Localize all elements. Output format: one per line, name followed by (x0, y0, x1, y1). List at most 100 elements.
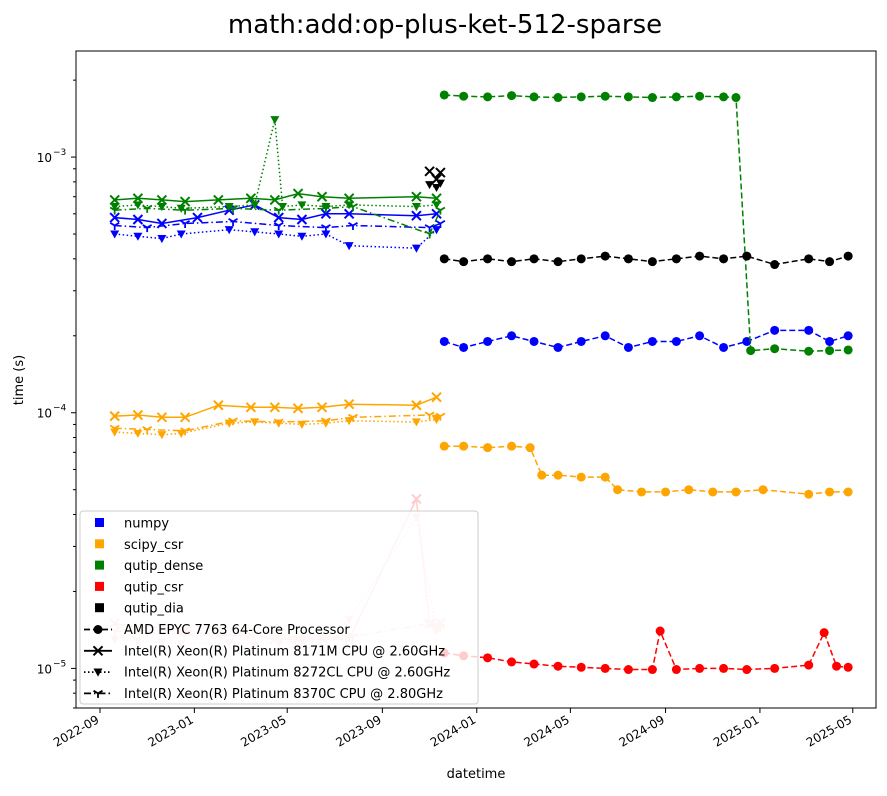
data-point (250, 201, 260, 210)
data-point (623, 342, 633, 352)
data-point (132, 409, 144, 421)
data-point (250, 418, 260, 427)
data-point (320, 224, 331, 233)
data-point (273, 206, 284, 215)
legend-label: AMD EPYC 7763 64-Core Processor (124, 623, 350, 638)
data-point (843, 251, 853, 261)
data-point (825, 336, 835, 346)
data-point (825, 257, 835, 267)
series-numpy-0 (439, 325, 853, 352)
data-point (695, 91, 705, 101)
data-point (133, 232, 143, 241)
series-qutip_dense-11 (109, 203, 446, 239)
data-point (671, 336, 681, 346)
data-point (432, 416, 442, 425)
data-point (770, 663, 780, 673)
data-point (344, 201, 354, 210)
data-point (109, 194, 120, 206)
series-line (114, 204, 437, 225)
data-point (623, 254, 633, 264)
data-point (459, 257, 469, 267)
data-point (180, 206, 191, 215)
data-point (647, 336, 657, 346)
y-axis-label: time (s) (12, 355, 27, 405)
data-point (411, 418, 421, 427)
data-point (344, 417, 354, 426)
data-point (742, 665, 752, 675)
data-point (297, 420, 307, 429)
data-point (297, 232, 307, 241)
data-point (411, 203, 421, 212)
data-point (192, 212, 203, 223)
data-point (425, 181, 435, 190)
data-point (213, 194, 224, 206)
data-point (180, 219, 191, 228)
data-point (770, 325, 780, 335)
legend-color-swatch (95, 518, 104, 527)
data-point (228, 217, 239, 226)
data-point (439, 441, 449, 451)
series-scipy_csr-5 (109, 392, 442, 423)
legend-label: Intel(R) Xeon(R) Platinum 8272CL CPU @ 2… (124, 666, 450, 681)
data-point (435, 206, 446, 215)
data-point (157, 431, 167, 440)
data-point (292, 188, 304, 199)
legend-marker (93, 625, 103, 634)
data-point (507, 441, 517, 451)
legend-label: numpy (124, 517, 169, 532)
data-point (695, 251, 705, 261)
data-point (439, 254, 449, 264)
data-point (320, 417, 331, 426)
series-numpy-2 (110, 226, 442, 253)
data-point (439, 90, 449, 100)
data-point (109, 424, 120, 433)
legend-label: Intel(R) Xeon(R) Platinum 8171M CPU @ 2.… (124, 644, 445, 659)
data-point (270, 116, 280, 125)
data-point (432, 226, 442, 235)
data-point (142, 426, 153, 434)
data-point (553, 257, 563, 267)
data-point (719, 342, 729, 352)
data-point (525, 443, 535, 453)
data-point (459, 342, 469, 352)
data-point (825, 346, 835, 356)
data-point (655, 626, 665, 636)
data-point (600, 251, 610, 261)
data-point (483, 92, 493, 102)
data-point (684, 485, 694, 495)
data-point (435, 219, 446, 228)
data-point (647, 665, 657, 675)
series-line (444, 628, 849, 671)
data-point (537, 470, 547, 480)
data-point (316, 402, 328, 413)
data-point (316, 191, 328, 202)
data-point (273, 222, 284, 231)
data-point (110, 230, 120, 239)
y-tick-exponent: −4 (53, 404, 67, 414)
legend-color-swatch (95, 603, 104, 613)
data-point (507, 91, 517, 101)
legend-label: scipy_csr (124, 538, 184, 553)
data-point (459, 441, 469, 451)
legend-label: qutip_csr (124, 580, 184, 595)
legend: numpy scipy_csr qutip_dense qutip_csr qutip_… (79, 510, 479, 705)
legend-marker (93, 689, 103, 698)
data-point (804, 346, 814, 356)
legend-color-swatch (95, 581, 104, 591)
data-point (411, 244, 421, 253)
data-point (411, 400, 422, 411)
data-point (529, 92, 539, 102)
data-point (109, 222, 120, 231)
data-point (553, 342, 563, 352)
data-point (507, 657, 517, 667)
legend-label: qutip_dia (124, 602, 184, 617)
data-point (411, 210, 422, 221)
data-point (600, 663, 610, 673)
data-point (742, 336, 752, 346)
y-tick-exponent: −3 (53, 148, 66, 158)
data-point (671, 254, 681, 264)
data-point (348, 222, 358, 231)
data-point (142, 224, 153, 233)
legend-label: qutip_dense (124, 559, 203, 574)
